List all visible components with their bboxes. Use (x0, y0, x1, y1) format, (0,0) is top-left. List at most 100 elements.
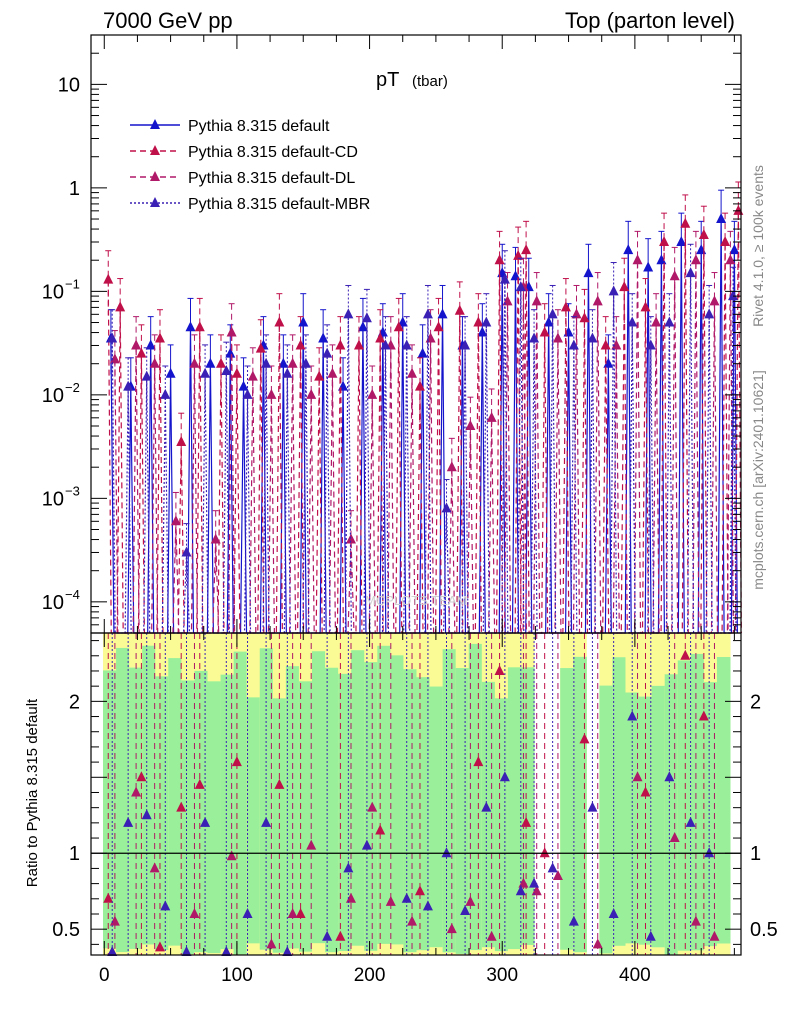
data-point (422, 308, 433, 319)
data-point (407, 367, 418, 378)
ratio-point (266, 938, 277, 949)
data-point (499, 273, 510, 284)
ratio-point (529, 877, 540, 888)
ratio-point (335, 930, 346, 941)
legend-marker-dl (150, 171, 160, 181)
data-point (465, 420, 476, 431)
ratio-frame (90, 632, 742, 956)
legend-entry-mbr: Pythia 8.315 default-MBR (130, 196, 370, 213)
data-point (510, 270, 521, 281)
ratio-point (709, 930, 720, 941)
data-point (247, 370, 258, 381)
band-inner-bin (116, 647, 130, 953)
data-point (611, 339, 622, 350)
data-point (571, 308, 582, 319)
data-point (361, 312, 372, 323)
data-point (176, 436, 187, 447)
y-tick-label-exponent: −4 (65, 587, 80, 602)
x-tick-label: 200 (354, 965, 386, 986)
ratio-point (547, 862, 558, 873)
ratio-series-mbr (107, 633, 715, 956)
data-point (651, 316, 662, 327)
data-point (103, 273, 114, 284)
data-point (583, 267, 594, 278)
data-point (393, 321, 404, 332)
ratio-point (690, 915, 701, 926)
band-inner-bin (142, 645, 156, 945)
ratio-point (539, 847, 550, 858)
y-tick-label-exponent: −3 (65, 483, 80, 498)
ratio-point (343, 862, 354, 873)
band-inner-bin (690, 653, 705, 951)
data-point (696, 244, 707, 255)
y-tick-label-ratio-right: 0.5 (750, 919, 778, 941)
band-inner-bin (703, 682, 718, 947)
data-point (543, 316, 554, 327)
ratio-point (664, 771, 675, 782)
data-point (189, 357, 200, 368)
data-point (136, 347, 147, 358)
y-tick-label-ratio: 0.5 (52, 919, 80, 941)
data-point (680, 217, 691, 228)
data-point (154, 332, 165, 343)
band-inner-bin (455, 668, 470, 954)
ratio-point (282, 945, 293, 956)
ratio-point (499, 771, 510, 782)
band-inner-bin (599, 685, 613, 954)
ratio-point (592, 938, 603, 949)
data-point (107, 332, 118, 343)
data-point (676, 235, 687, 246)
ratio-point (481, 801, 492, 812)
data-point (380, 339, 391, 350)
y-tick-label-main: 10 (58, 74, 80, 96)
band-inner-bin (507, 667, 522, 950)
data-point (255, 342, 266, 353)
ratio-point (295, 907, 306, 918)
ratio-point (704, 847, 715, 858)
x-tick-label: 300 (486, 965, 518, 986)
band-inner-bin (612, 657, 626, 946)
band-inner-bin (481, 681, 496, 948)
band-inner-bin (207, 681, 222, 954)
data-point (531, 295, 542, 306)
data-point (515, 281, 526, 292)
y-tick-label-main: 10 (42, 592, 64, 614)
ratio-point (422, 900, 433, 911)
ratio-point (568, 915, 579, 926)
data-point (632, 254, 643, 265)
x-tick-label: 400 (619, 965, 651, 986)
data-point (704, 308, 715, 319)
band-inner-bin (429, 686, 444, 948)
ratio-point (698, 710, 709, 721)
series-dl (109, 230, 736, 634)
data-point (486, 411, 497, 422)
data-point (287, 357, 298, 368)
y-tick-label-main: 10 (42, 488, 64, 510)
ratio-point (103, 892, 114, 903)
ratio-point (494, 664, 505, 675)
data-point (327, 367, 338, 378)
ratio-point (221, 945, 232, 956)
data-point (397, 316, 408, 327)
legend-entry-dl: Pythia 8.315 default-DL (130, 170, 355, 187)
data-point (563, 326, 574, 337)
data-point (306, 388, 317, 399)
ratio-point (131, 786, 142, 797)
data-point (165, 367, 176, 378)
data-point (205, 357, 216, 368)
data-point (123, 380, 134, 391)
band-inner-bin (442, 649, 457, 953)
legend-entry-cd: Pythia 8.315 default-CD (130, 144, 358, 161)
data-point (477, 326, 488, 337)
ratio-point (306, 839, 317, 850)
data-point (587, 332, 598, 343)
data-point (664, 316, 675, 327)
data-point (314, 370, 325, 381)
ratio-series-cd (103, 633, 709, 955)
data-point (579, 312, 590, 323)
ratio-point (465, 895, 476, 906)
ratio-point (401, 892, 412, 903)
data-point (226, 326, 237, 337)
